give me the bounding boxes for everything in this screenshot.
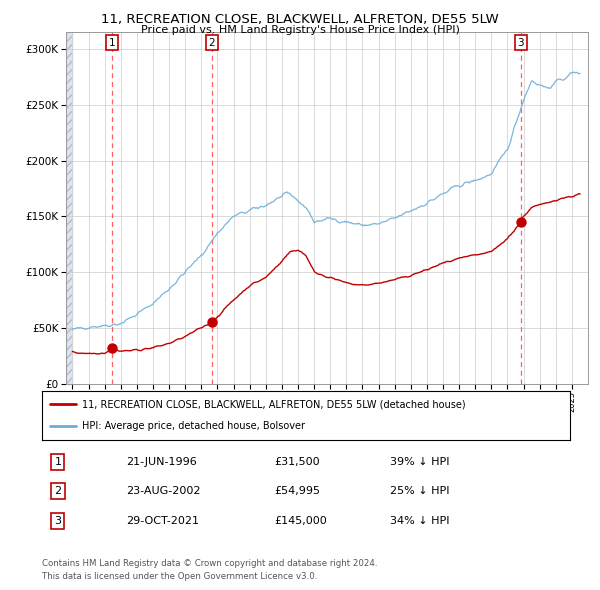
- Text: HPI: Average price, detached house, Bolsover: HPI: Average price, detached house, Bols…: [82, 421, 305, 431]
- Text: £145,000: £145,000: [274, 516, 327, 526]
- Text: 1: 1: [109, 38, 116, 48]
- Text: Price paid vs. HM Land Registry's House Price Index (HPI): Price paid vs. HM Land Registry's House …: [140, 25, 460, 35]
- Bar: [66, 32, 73, 384]
- Bar: [66, 32, 73, 384]
- Text: £54,995: £54,995: [274, 486, 320, 496]
- Text: 3: 3: [55, 516, 61, 526]
- Text: 3: 3: [518, 38, 524, 48]
- Text: 11, RECREATION CLOSE, BLACKWELL, ALFRETON, DE55 5LW: 11, RECREATION CLOSE, BLACKWELL, ALFRETO…: [101, 13, 499, 26]
- Text: 21-JUN-1996: 21-JUN-1996: [127, 457, 197, 467]
- Text: 29-OCT-2021: 29-OCT-2021: [127, 516, 199, 526]
- Text: 1: 1: [55, 457, 61, 467]
- Text: 23-AUG-2002: 23-AUG-2002: [127, 486, 201, 496]
- Text: 2: 2: [54, 486, 61, 496]
- Text: 25% ↓ HPI: 25% ↓ HPI: [391, 486, 450, 496]
- Text: Contains HM Land Registry data © Crown copyright and database right 2024.
This d: Contains HM Land Registry data © Crown c…: [42, 559, 377, 581]
- Text: 2: 2: [208, 38, 215, 48]
- Text: 34% ↓ HPI: 34% ↓ HPI: [391, 516, 450, 526]
- Text: 11, RECREATION CLOSE, BLACKWELL, ALFRETON, DE55 5LW (detached house): 11, RECREATION CLOSE, BLACKWELL, ALFRETO…: [82, 399, 465, 409]
- Text: £31,500: £31,500: [274, 457, 320, 467]
- Text: 39% ↓ HPI: 39% ↓ HPI: [391, 457, 450, 467]
